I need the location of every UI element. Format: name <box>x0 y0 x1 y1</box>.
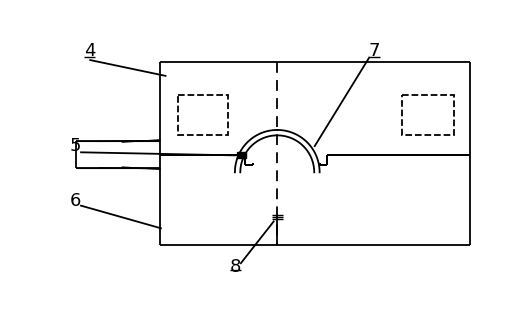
Text: 4: 4 <box>84 43 95 60</box>
Text: 6: 6 <box>70 192 81 210</box>
Text: 7: 7 <box>369 43 380 60</box>
Polygon shape <box>237 151 246 158</box>
Text: 5: 5 <box>70 137 81 155</box>
Text: 8: 8 <box>230 258 242 276</box>
Bar <box>178 95 228 135</box>
Bar <box>402 95 454 135</box>
